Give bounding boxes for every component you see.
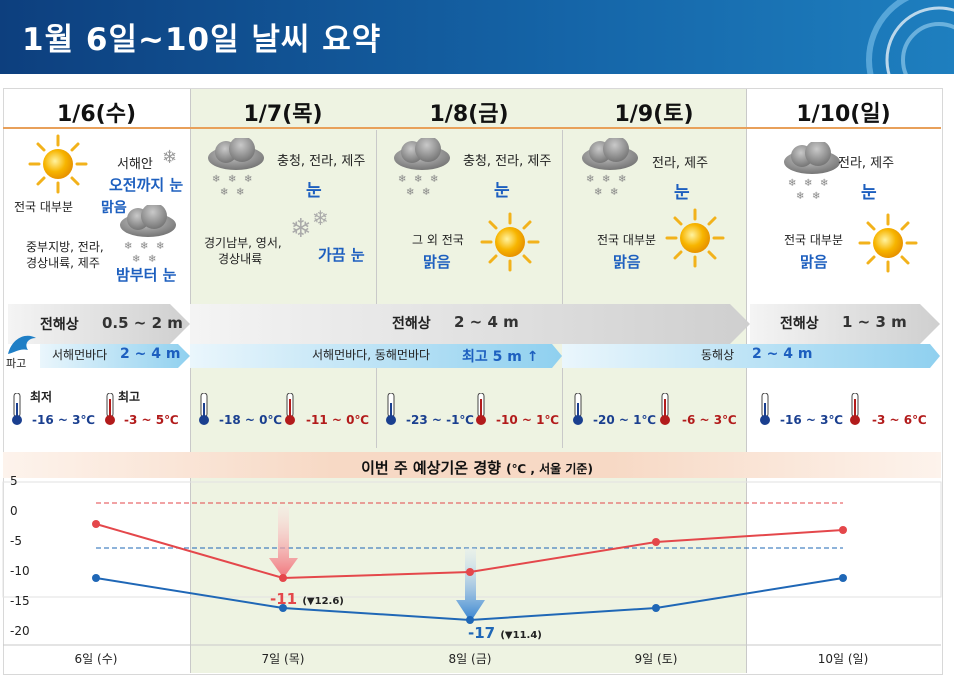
data-point: [839, 526, 847, 534]
temperature-trend-chart: [2, 481, 942, 646]
x-tick-label: 6일 (수): [74, 652, 118, 666]
thermometer-min-icon: [198, 393, 210, 426]
annotation-max: -11 (▼12.6): [270, 590, 344, 608]
title-bar: 1월 6일~10일 날씨 요약: [0, 0, 954, 74]
y-tick-label: -20: [10, 624, 30, 638]
data-point: [92, 520, 100, 528]
y-tick-label: -5: [10, 534, 22, 548]
wave-icon: [8, 335, 36, 354]
snow-cloud-icon: [120, 205, 176, 265]
snowflake-icon: ❄: [162, 147, 178, 168]
sun-icon: [480, 212, 540, 272]
data-point: [652, 538, 660, 546]
day-header-2: 1/7(목): [243, 102, 323, 127]
data-point: [279, 574, 287, 582]
data-point: [466, 568, 474, 576]
day-header-5: 1/10(일): [796, 102, 891, 127]
snow-cloud-icon: [208, 138, 264, 198]
sun-icon: [28, 134, 88, 194]
thermometer-max-icon: [659, 393, 671, 426]
data-point: [279, 604, 287, 612]
header-decoration-icon: [866, 0, 954, 74]
y-tick-label: 5: [10, 474, 18, 488]
day-header-4: 1/9(토): [614, 102, 694, 127]
thermometer-min-icon: [572, 393, 584, 426]
drop-arrow-max: [269, 506, 298, 578]
snow-cloud-icon: [784, 142, 840, 202]
page-title: 1월 6일~10일 날씨 요약: [22, 22, 382, 58]
data-point: [92, 574, 100, 582]
data-point: [466, 616, 474, 624]
snow-cloud-icon: [394, 138, 450, 198]
y-tick-label: -10: [10, 564, 30, 578]
x-tick-label: 9일 (토): [634, 652, 678, 666]
thermometer-max-icon: [849, 393, 861, 426]
thermometer-min-icon: [11, 393, 23, 426]
sun-icon: [858, 213, 918, 273]
x-tick-label: 8일 (금): [448, 652, 492, 666]
thermometer-min-icon: [759, 393, 771, 426]
thermometer-max-icon: [284, 393, 296, 426]
day-header-3: 1/8(금): [429, 102, 509, 127]
thermometer-min-icon: [385, 393, 397, 426]
snow-cloud-icon: [582, 138, 638, 198]
data-point: [652, 604, 660, 612]
snowflake-icon: ❄: [312, 206, 329, 230]
y-tick-label: 0: [10, 504, 18, 518]
snowflake-icon: ❄: [290, 214, 312, 244]
sun-icon: [665, 208, 725, 268]
drop-arrow-min: [456, 548, 485, 622]
annotation-min: -17 (▼11.4): [468, 624, 542, 642]
thermometer-max-icon: [104, 393, 116, 426]
trend-title: 이번 주 예상기온 경향 (℃ , 서울 기준): [361, 459, 593, 477]
thermometer-max-icon: [475, 393, 487, 426]
wave-arrows: [8, 304, 940, 368]
data-point: [839, 574, 847, 582]
day-header-1: 1/6(수): [57, 102, 136, 127]
y-tick-label: -15: [10, 594, 30, 608]
x-tick-label: 7일 (목): [261, 652, 305, 666]
x-tick-label: 10일 (일): [817, 652, 869, 666]
